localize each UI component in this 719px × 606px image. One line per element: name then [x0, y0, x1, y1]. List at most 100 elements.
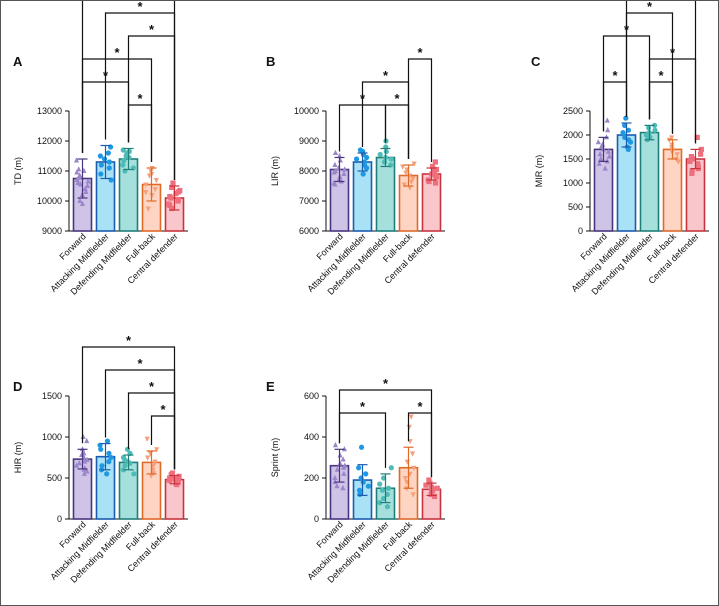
y-tick-label: 13000 [37, 106, 62, 116]
significance-star: * [383, 68, 389, 83]
data-point [342, 166, 348, 172]
significance-star: * [612, 68, 618, 83]
data-point [143, 190, 149, 196]
panel-letter: E [266, 379, 275, 394]
data-point [379, 487, 385, 493]
y-tick-label: 600 [304, 391, 319, 401]
data-point [407, 185, 413, 191]
data-point [675, 159, 682, 165]
data-point [620, 130, 626, 136]
y-tick-label: 9000 [42, 226, 62, 236]
data-point [76, 460, 82, 466]
data-point [623, 115, 629, 121]
data-point [334, 466, 340, 472]
data-point [106, 459, 112, 465]
y-tick-label: 11000 [38, 166, 62, 176]
data-point [153, 178, 159, 184]
data-point [674, 152, 680, 158]
data-point [625, 146, 631, 152]
data-point [433, 180, 439, 186]
data-point [408, 414, 414, 420]
y-tick-label: 2500 [563, 106, 583, 116]
data-point [143, 182, 149, 188]
significance-bracket [602, 81, 628, 132]
data-point [167, 202, 173, 209]
y-axis-label: LIR (m) [270, 156, 280, 186]
y-tick-label: 0 [578, 226, 583, 236]
data-point [122, 463, 128, 469]
y-tick-label: 1000 [563, 178, 583, 188]
data-point [98, 171, 104, 177]
significance-bracket [150, 415, 176, 470]
data-point [698, 151, 704, 157]
y-tick-label: 6000 [299, 226, 319, 236]
data-point [694, 134, 700, 140]
data-point [120, 162, 126, 168]
data-point [377, 151, 383, 158]
data-point [402, 476, 408, 482]
data-point [82, 458, 88, 464]
data-point [105, 150, 111, 156]
data-point [97, 153, 103, 159]
data-point [690, 156, 697, 162]
data-point [341, 170, 347, 176]
data-point [169, 205, 175, 212]
y-tick-label: 9000 [299, 136, 319, 146]
data-point [108, 454, 114, 461]
significance-bracket [338, 412, 387, 468]
data-point [144, 436, 150, 442]
y-tick-label: 500 [47, 473, 62, 483]
data-point [596, 160, 602, 166]
significance-star: * [647, 1, 653, 14]
data-point [340, 485, 346, 491]
panel-letter: B [266, 54, 275, 69]
y-tick-label: 0 [314, 514, 319, 524]
data-point [75, 179, 81, 185]
significance-star: * [394, 91, 400, 106]
y-tick-label: 12000 [37, 136, 62, 146]
data-point [357, 491, 363, 497]
data-point [145, 455, 151, 461]
data-point [625, 127, 632, 133]
significance-star: * [417, 45, 423, 60]
data-point [627, 139, 634, 145]
data-point [597, 151, 603, 157]
data-point [358, 444, 365, 450]
data-point [83, 188, 89, 194]
data-point [334, 483, 340, 489]
significance-star: * [149, 379, 155, 394]
data-point [652, 127, 658, 133]
bar [685, 158, 706, 232]
data-point [331, 169, 337, 175]
data-point [74, 169, 80, 175]
significance-bracket [407, 412, 433, 478]
data-point [101, 156, 108, 162]
data-point [340, 456, 346, 462]
data-point [106, 159, 113, 165]
data-point [604, 117, 610, 123]
data-point [174, 481, 180, 488]
data-point [76, 166, 82, 172]
data-point [332, 181, 338, 187]
data-point [687, 158, 693, 164]
data-point [131, 471, 137, 477]
significance-star: * [670, 45, 676, 60]
data-point [120, 467, 126, 473]
data-point [411, 465, 417, 471]
data-point [411, 161, 417, 167]
data-point [384, 504, 391, 510]
y-tick-label: 400 [304, 432, 319, 442]
data-point [433, 174, 440, 180]
data-point [168, 472, 174, 478]
data-point [388, 156, 394, 162]
data-point [85, 178, 91, 184]
significance-star: * [114, 45, 120, 60]
y-axis-label: HIR (m) [13, 442, 23, 474]
data-point [145, 206, 151, 212]
data-point [84, 437, 90, 444]
data-point [82, 185, 88, 191]
